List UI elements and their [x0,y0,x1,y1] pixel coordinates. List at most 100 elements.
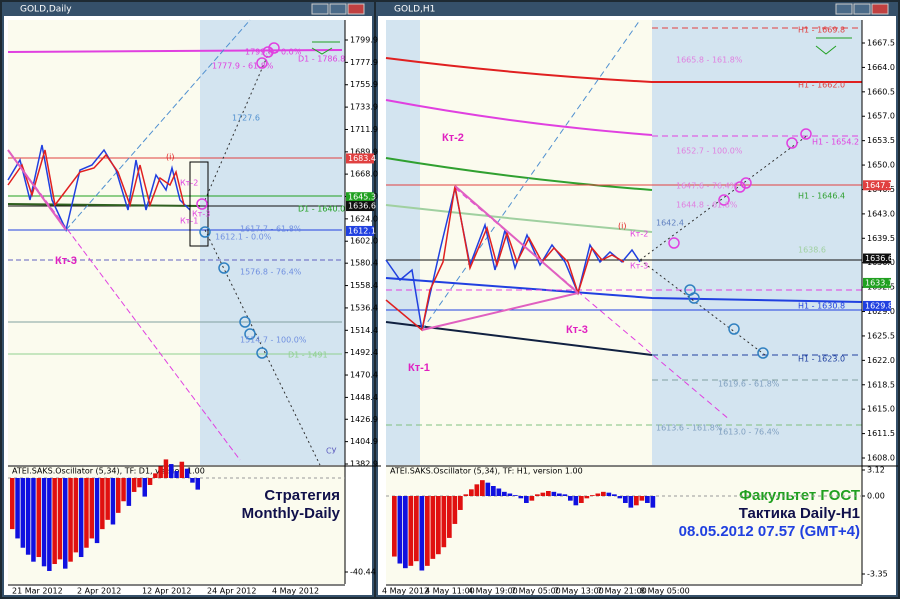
date-tick-label: 8 May 05:00 [640,587,690,596]
annotation: СУ [326,447,337,456]
osc-bar [84,478,89,548]
osc-bar [408,496,414,566]
osc-bar [73,478,79,553]
osc-bar [551,491,557,496]
annotation: 1619.6 - 61.8% [718,380,780,389]
maximize[interactable] [853,3,871,15]
annotation: 1613.6 - 161.8% [656,424,723,433]
close[interactable] [347,3,365,15]
price-tick-label: 1404.9 [350,437,378,446]
price-tag [863,300,891,311]
osc-bar [628,496,634,508]
price-tag-label: 1629.8 [865,301,893,310]
date-tick-label: 24 Apr 2012 [207,587,256,596]
osc-bar [529,496,535,501]
osc-bar [623,496,628,503]
annotation: H1 - 1623.0 [798,355,845,364]
annotation: (i) [618,222,626,231]
price-tick-label: 1777.9 [350,58,378,67]
osc-bar [584,496,590,499]
window-buttons[interactable] [835,3,889,15]
osc-bar [392,496,397,557]
minimize[interactable] [835,3,853,15]
window-title: GOLD,H1 [394,5,435,15]
osc-bar [15,478,20,539]
osc-bar [535,494,540,496]
osc-bar [142,478,147,497]
annotation: 1652.7 - 100.0% [676,147,743,156]
osc-bar [650,496,656,508]
annotation: 1638.6 [798,246,826,255]
osc-bar [425,496,430,566]
annotation: Кт-3 [566,324,588,336]
close[interactable] [871,3,889,15]
osc-bar [57,478,63,560]
osc-bar [469,489,474,496]
osc-bar [430,496,436,559]
osc-bar [518,496,524,499]
osc-bar [78,478,84,558]
price-tick-label: 1639.5 [867,234,895,243]
osc-bar [89,478,94,539]
window-buttons[interactable] [311,3,365,15]
osc-bar [540,492,546,496]
osc-bar [94,478,100,544]
osc-bar [546,491,551,496]
osc-bar [163,459,169,478]
osc-bar [174,471,179,478]
price-tick-label: 1624.0 [350,214,378,223]
osc-bar [179,461,185,478]
osc-tick-label: 0.00 [867,492,885,501]
osc-bar [617,496,623,499]
osc-bar [474,484,480,496]
price-tag [346,225,374,236]
price-tick-label: 1618.5 [867,380,895,389]
annotation: Кт-1 [180,217,198,226]
osc-bar [414,496,419,562]
price-tag-label: 1636.6 [865,254,893,263]
price-tick-label: 1615.0 [867,405,895,414]
osc-bar [20,478,26,548]
price-tag-label: 1636.6 [348,202,376,211]
price-tick-label: 1629.0 [867,307,895,316]
price-tick-label: 1514.4 [350,326,378,335]
price-tick-label: 1448.4 [350,393,378,402]
annotation: Кт-2 [630,230,648,239]
price-tick-label: 1653.5 [867,136,895,145]
osc-bar [131,478,137,492]
date-tick-label: 2 Apr 2012 [77,587,121,596]
price-tag [346,153,374,164]
annotation: Кт-2 [442,132,464,144]
price-tag-label: 1647.1 [865,181,893,190]
osc-title: ATEI.SAKS.Oscillator (5,34), TF: H1, ver… [390,467,583,476]
price-tag [863,253,891,264]
osc-bar [158,466,163,478]
osc-bar [31,478,36,562]
annotation: 1576.8 - 76.4% [240,268,302,277]
price-tick-label: 1711.9 [350,125,378,134]
price-tick-label: 1611.5 [867,429,895,438]
date-tick-label: 4 May 2012 [272,587,319,596]
osc-bar [463,494,469,496]
osc-bar [557,493,562,496]
osc-bar [184,468,190,478]
osc-bar [116,478,121,513]
maximize[interactable] [329,3,347,15]
left-annotations: 1799.6 - 0.0% 1777.9 - 61.8% D1 - 1786.8… [55,48,345,456]
price-tick-label: 1382.9 [350,460,378,469]
annotation: H1 - 1669.8 [798,26,845,35]
date-tick-label: 4 May 11:00 [425,587,475,596]
osc-bar [100,478,105,530]
annotation: 1665.8 - 161.8% [676,56,743,65]
minimize[interactable] [311,3,329,15]
price-tick-label: 1664.0 [867,63,895,72]
annotation: Кт-2 [180,179,198,188]
price-tick-label: 1426.9 [350,415,378,424]
annotation: Кт-1 [408,362,430,374]
price-tick-label: 1643.0 [867,209,895,218]
osc-bar [485,482,491,496]
osc-bar [639,496,645,501]
osc-bar [68,478,73,562]
osc-bar [36,478,41,558]
osc-bar [190,478,195,483]
